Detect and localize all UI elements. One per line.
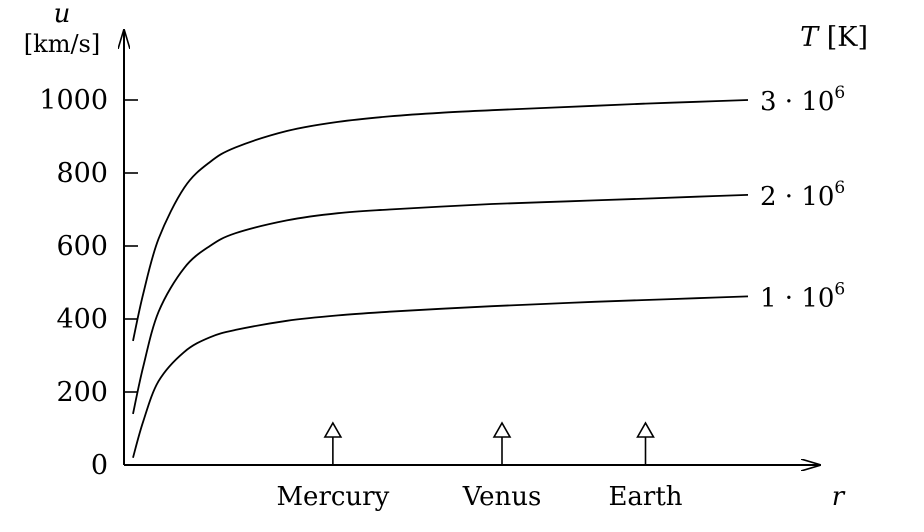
y-tick-label: 1000	[39, 85, 108, 116]
series-label-base: 3 · 10	[760, 87, 834, 117]
series-curves	[132, 99, 749, 458]
marker-label: Earth	[608, 482, 682, 512]
y-axis-label: u	[54, 0, 71, 29]
y-tick-label: 800	[56, 158, 108, 189]
series-line-2	[132, 194, 749, 415]
x-axis-label: r	[832, 482, 846, 512]
series-label-1: 3 · 106	[760, 83, 845, 117]
y-ticks: 0 200 400 600 800 1000	[39, 85, 138, 481]
series-label-3: 1 · 106	[760, 279, 845, 313]
series-line-1	[132, 99, 749, 342]
marker-venus: Venus	[462, 421, 542, 512]
y-tick-label: 400	[56, 304, 108, 335]
series-label-exponent: 6	[834, 83, 845, 103]
up-arrow-icon	[323, 421, 343, 438]
y-tick-label: 600	[56, 231, 108, 262]
series-label-base: 2 · 10	[760, 182, 834, 212]
up-arrow-icon	[636, 421, 655, 438]
marker-mercury: Mercury	[276, 421, 390, 512]
series-label-base: 1 · 10	[760, 283, 834, 313]
marker-label: Mercury	[276, 482, 389, 512]
y-tick-label: 200	[56, 377, 108, 408]
series-label-exponent: 6	[834, 279, 845, 299]
series-line-3	[132, 295, 749, 458]
planet-markers: Mercury Venus Earth	[276, 421, 683, 512]
y-axis-unit: [km/s]	[24, 30, 100, 58]
y-tick-label: 0	[91, 450, 108, 481]
series-label-2: 2 · 106	[760, 178, 845, 212]
marker-label: Venus	[462, 482, 542, 512]
legend-title-symbol: T	[800, 22, 820, 53]
up-arrow-icon	[492, 421, 512, 438]
legend-title: T [K]	[800, 22, 868, 53]
marker-earth: Earth	[608, 421, 683, 512]
series-label-exponent: 6	[834, 178, 845, 198]
legend-title-unit: [K]	[818, 22, 868, 53]
